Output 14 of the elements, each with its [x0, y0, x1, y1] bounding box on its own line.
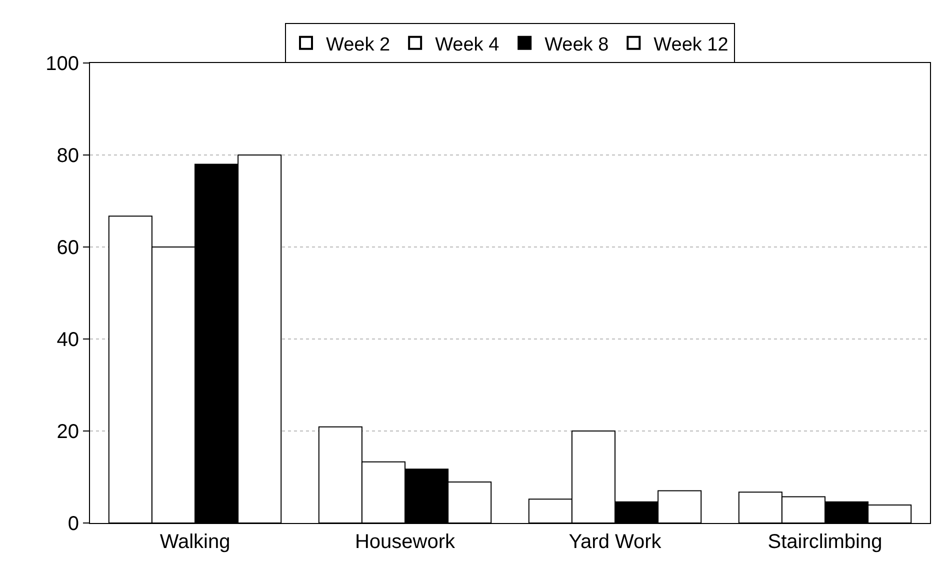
y-tick-label: 100	[46, 53, 79, 75]
x-tick-label: Stairclimbing	[768, 531, 882, 553]
y-tick-label: 60	[56, 237, 79, 259]
legend-label: Week 12	[654, 34, 728, 56]
y-tick-label: 20	[56, 421, 79, 443]
y-tick-label: 0	[68, 513, 79, 535]
legend-label: Week 4	[435, 34, 500, 56]
x-tick-label: Yard Work	[568, 531, 662, 553]
x-tick-label: Walking	[160, 531, 230, 553]
legend-label: Week 2	[326, 34, 390, 56]
legend-label: Week 8	[544, 34, 609, 56]
x-tick-label: Housework	[354, 531, 456, 553]
y-tick-label: 40	[56, 329, 79, 351]
y-tick-label: 80	[56, 145, 79, 167]
